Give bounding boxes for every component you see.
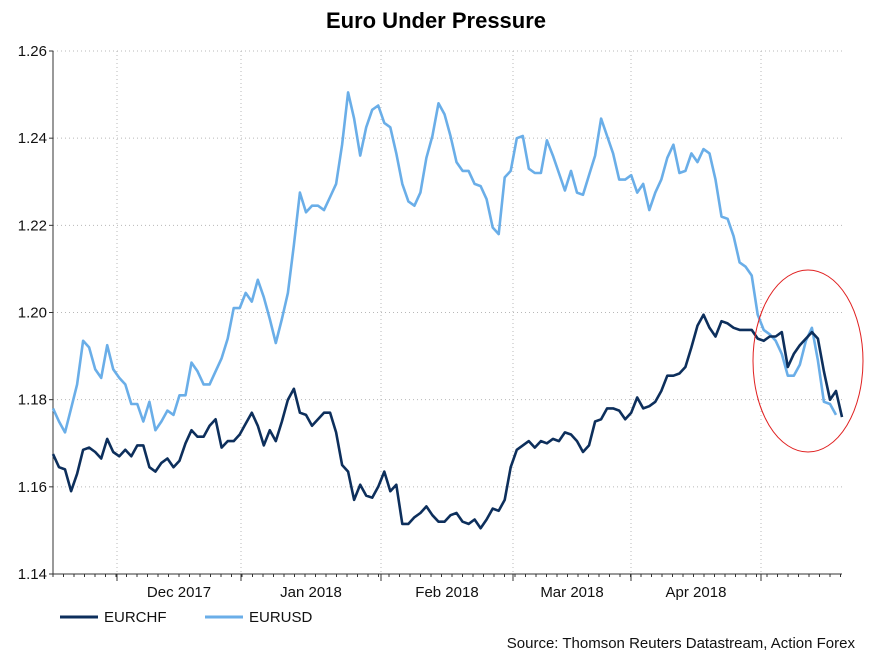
series-line-eurchf [51, 313, 844, 530]
y-tick-label: 1.14 [18, 566, 47, 583]
highlight-circle-annotation [752, 269, 864, 453]
y-tick-label: 1.22 [18, 217, 47, 234]
y-axis-ticks: 1.14 1.16 1.18 1.20 1.22 1.24 1.26 [18, 43, 53, 583]
legend-label-eurchf: EURCHF [104, 609, 167, 626]
y-tick-label: 1.20 [18, 305, 47, 322]
legend: EURCHF EURUSD [60, 609, 313, 626]
chart-title: Euro Under Pressure [326, 8, 546, 33]
x-tick-label: Jan 2018 [280, 584, 342, 601]
y-tick-label: 1.16 [18, 479, 47, 496]
y-tick-label: 1.24 [18, 130, 47, 147]
x-tick-label: Mar 2018 [540, 584, 603, 601]
x-axis-ticks: Dec 2017 Jan 2018 Feb 2018 Mar 2018 Apr 2018 [52, 574, 841, 601]
x-tick-label: Feb 2018 [415, 584, 478, 601]
y-tick-label: 1.26 [18, 43, 47, 60]
x-tick-label: Apr 2018 [666, 584, 727, 601]
series-line-eurusd [51, 91, 838, 434]
source-note: Source: Thomson Reuters Datastream, Acti… [507, 635, 856, 652]
legend-label-eurusd: EURUSD [249, 609, 313, 626]
x-tick-label: Dec 2017 [147, 584, 211, 601]
series-lines [51, 91, 844, 530]
y-tick-label: 1.18 [18, 392, 47, 409]
